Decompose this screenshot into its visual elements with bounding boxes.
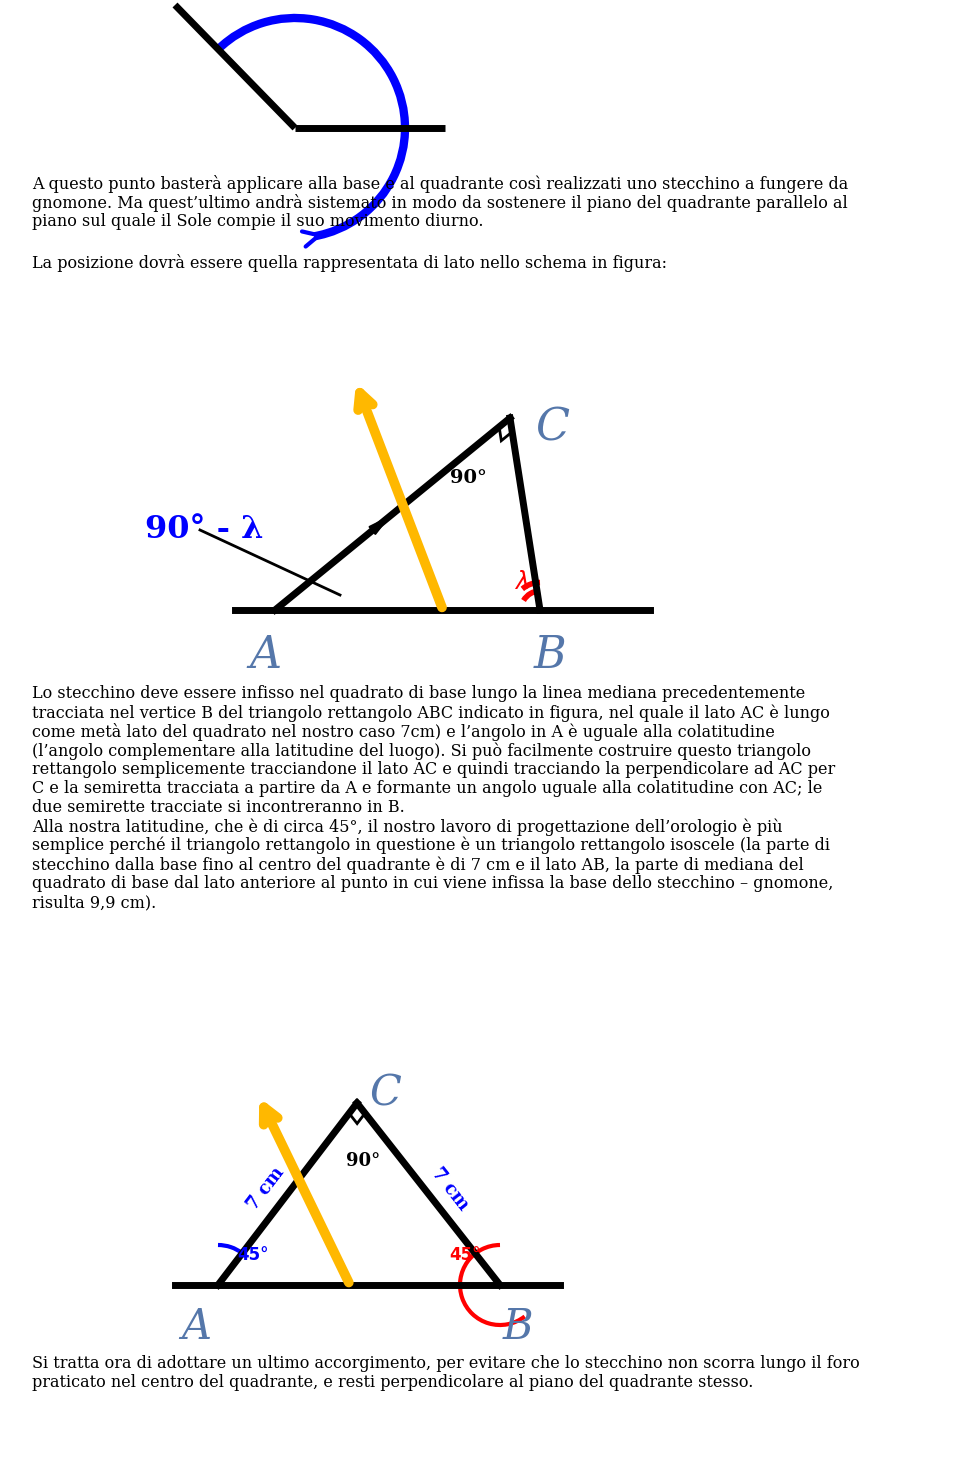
Text: A: A	[181, 1306, 211, 1348]
Text: quadrato di base dal lato anteriore al punto in cui viene infissa la base dello : quadrato di base dal lato anteriore al p…	[32, 875, 833, 891]
Text: Alla nostra latitudine, che è di circa 45°, il nostro lavoro di progettazione de: Alla nostra latitudine, che è di circa 4…	[32, 818, 782, 836]
Text: 90° - λ: 90° - λ	[145, 515, 263, 546]
Text: 45°: 45°	[449, 1246, 481, 1263]
Polygon shape	[369, 516, 389, 534]
Text: tracciata nel vertice B del triangolo rettangolo ABC indicato in figura, nel qua: tracciata nel vertice B del triangolo re…	[32, 705, 829, 722]
Text: C e la semiretta tracciata a partire da A e formante un angolo uguale alla colat: C e la semiretta tracciata a partire da …	[32, 781, 823, 797]
Text: come metà lato del quadrato nel nostro caso 7cm) e l’angolo in A è uguale alla c: come metà lato del quadrato nel nostro c…	[32, 724, 775, 741]
Text: 90°: 90°	[346, 1153, 380, 1170]
Text: C: C	[535, 407, 569, 449]
Text: B: B	[503, 1306, 534, 1348]
Text: semplice perché il triangolo rettangolo in questione è un triangolo rettangolo i: semplice perché il triangolo rettangolo …	[32, 837, 830, 855]
Text: 7 cm: 7 cm	[428, 1164, 472, 1214]
Text: praticato nel centro del quadrante, e resti perpendicolare al piano del quadrant: praticato nel centro del quadrante, e re…	[32, 1374, 754, 1390]
Text: Lo stecchino deve essere infisso nel quadrato di base lungo la linea mediana pre: Lo stecchino deve essere infisso nel qua…	[32, 684, 805, 702]
Text: A: A	[249, 633, 281, 677]
Text: stecchino dalla base fino al centro del quadrante è di 7 cm e il lato AB, la par: stecchino dalla base fino al centro del …	[32, 856, 804, 874]
Text: λ: λ	[515, 570, 529, 594]
Text: 7 cm: 7 cm	[244, 1164, 287, 1214]
Text: C: C	[369, 1072, 401, 1115]
Text: 45°: 45°	[237, 1246, 269, 1263]
Text: A questo punto basterà applicare alla base e al quadrante così realizzati uno st: A questo punto basterà applicare alla ba…	[32, 175, 849, 193]
Text: risulta 9,9 cm).: risulta 9,9 cm).	[32, 894, 156, 910]
Text: gnomone. Ma quest’ultimo andrà sistemato in modo da sostenere il piano del quadr: gnomone. Ma quest’ultimo andrà sistemato…	[32, 194, 848, 212]
Text: La posizione dovrà essere quella rappresentata di lato nello schema in figura:: La posizione dovrà essere quella rappres…	[32, 254, 667, 271]
Text: Si tratta ora di adottare un ultimo accorgimento, per evitare che lo stecchino n: Si tratta ora di adottare un ultimo acco…	[32, 1355, 860, 1371]
Text: piano sul quale il Sole compie il suo movimento diurno.: piano sul quale il Sole compie il suo mo…	[32, 213, 484, 231]
Text: due semirette tracciate si incontreranno in B.: due semirette tracciate si incontreranno…	[32, 800, 405, 816]
Text: B: B	[534, 633, 566, 677]
Text: rettangolo semplicemente tracciandone il lato AC e quindi tracciando la perpendi: rettangolo semplicemente tracciandone il…	[32, 762, 835, 778]
Text: (l’angolo complementare alla latitudine del luogo). Si può facilmente costruire : (l’angolo complementare alla latitudine …	[32, 743, 811, 760]
Text: 90°: 90°	[449, 468, 487, 487]
